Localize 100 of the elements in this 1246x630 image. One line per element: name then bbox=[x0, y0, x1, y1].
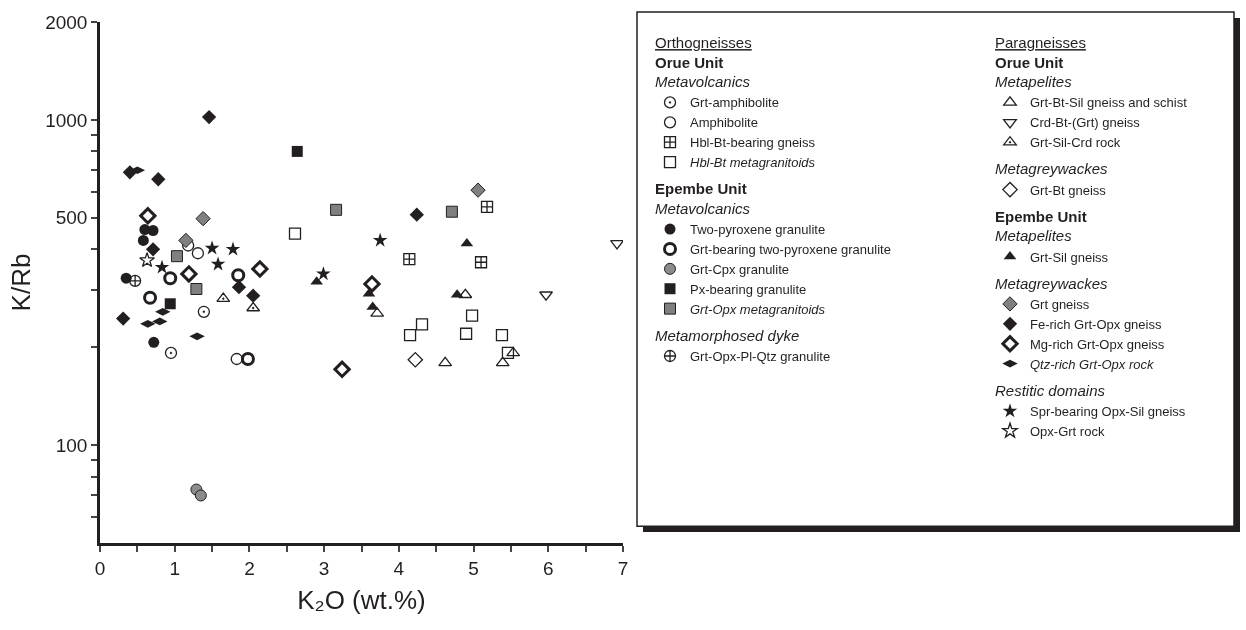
point bbox=[470, 182, 486, 198]
text: Metapelites bbox=[995, 73, 1073, 91]
text: Metamorphosed dyke bbox=[655, 326, 800, 344]
point bbox=[143, 290, 158, 305]
point bbox=[495, 356, 510, 367]
point bbox=[170, 250, 183, 263]
point bbox=[291, 145, 303, 157]
legend-label: Grt gneiss bbox=[1030, 296, 1090, 312]
text: Epembe Unit bbox=[655, 180, 747, 198]
x-tick-label: 6 bbox=[543, 557, 554, 579]
text: Paragneisses bbox=[995, 34, 1086, 52]
point bbox=[225, 241, 241, 256]
point bbox=[210, 256, 226, 271]
point bbox=[180, 265, 198, 283]
point bbox=[178, 232, 194, 249]
text: Orue Unit bbox=[995, 53, 1064, 71]
point bbox=[495, 328, 509, 342]
point bbox=[445, 205, 458, 218]
point bbox=[145, 242, 161, 257]
point bbox=[465, 309, 479, 322]
point bbox=[137, 234, 149, 246]
y-tick-label: 500 bbox=[55, 207, 88, 229]
point bbox=[480, 200, 494, 214]
text: Epembe Unit bbox=[995, 207, 1087, 225]
x-tick-label: 2 bbox=[244, 557, 255, 579]
x-axis-title: K₂O (wt.%) bbox=[297, 585, 426, 616]
point bbox=[204, 240, 220, 255]
point bbox=[403, 253, 416, 266]
legend-label: Grt-Sil-Crd rock bbox=[1030, 135, 1121, 151]
legend-label: Grt-Opx-Pl-Qtz granulite bbox=[690, 349, 831, 365]
point bbox=[128, 274, 142, 287]
point bbox=[151, 172, 166, 187]
text: Metavolcanics bbox=[655, 73, 751, 91]
point bbox=[147, 224, 159, 236]
text: Metapelites bbox=[995, 227, 1073, 245]
point bbox=[240, 351, 255, 366]
text: Metavolcanics bbox=[655, 199, 751, 217]
point bbox=[415, 318, 429, 331]
legend-label: Px-bearing granulite bbox=[690, 281, 807, 297]
point bbox=[163, 271, 178, 286]
text: Restitic domains bbox=[995, 381, 1106, 399]
point bbox=[288, 227, 302, 240]
y-tick-label: 2000 bbox=[45, 11, 88, 33]
point bbox=[197, 305, 210, 318]
legend-label: Grt-Bt gneiss bbox=[1030, 182, 1107, 198]
point bbox=[231, 279, 247, 295]
point bbox=[610, 240, 623, 250]
legend-label: Grt-Bt-Sil gneiss and schist bbox=[1030, 95, 1188, 111]
point bbox=[409, 207, 424, 222]
legend-label: Grt-Cpx granulite bbox=[690, 261, 789, 277]
point bbox=[201, 109, 217, 125]
point bbox=[164, 346, 178, 360]
point bbox=[330, 203, 343, 216]
point bbox=[363, 275, 381, 293]
point bbox=[154, 259, 170, 274]
point bbox=[459, 327, 473, 340]
point bbox=[474, 256, 488, 269]
point bbox=[139, 251, 156, 268]
text: Metagreywackes bbox=[995, 274, 1109, 292]
legend-label: Hbl-Bt metagranitoids bbox=[690, 155, 816, 171]
point bbox=[190, 283, 203, 295]
y-axis-title: K/Rb bbox=[5, 253, 36, 312]
legend-label: Grt-Opx metagranitoids bbox=[690, 301, 826, 317]
point bbox=[139, 207, 157, 225]
point bbox=[407, 351, 424, 368]
text: Orue Unit bbox=[655, 53, 724, 71]
legend-label: Qtz-rich Grt-Opx rock bbox=[1030, 356, 1156, 372]
point bbox=[316, 266, 331, 281]
x-tick-label: 3 bbox=[318, 557, 330, 579]
point bbox=[246, 288, 261, 303]
y-tick-label: 100 bbox=[55, 434, 88, 456]
point bbox=[372, 232, 388, 247]
legend-label: Crd-Bt-(Grt) gneiss bbox=[1030, 115, 1141, 131]
x-tick-label: 4 bbox=[393, 557, 405, 579]
point bbox=[148, 336, 160, 348]
point bbox=[460, 237, 474, 247]
legend-label: Opx-Grt rock bbox=[1030, 423, 1105, 439]
legend-label: Two-pyroxene granulite bbox=[690, 222, 826, 238]
legend-label: Grt-amphibolite bbox=[690, 95, 779, 111]
legend-label: Amphibolite bbox=[690, 115, 758, 131]
point bbox=[458, 288, 473, 299]
legend-label: Mg-rich Grt-Opx gneiss bbox=[1030, 336, 1165, 352]
legend-label: Spr-bearing Opx-Sil gneiss bbox=[1030, 404, 1186, 420]
point bbox=[403, 328, 417, 342]
point bbox=[195, 210, 211, 227]
point bbox=[164, 298, 176, 310]
legend-label: Hbl-Bt-bearing gneiss bbox=[690, 135, 816, 151]
legend-label: Grt-Sil gneiss bbox=[1030, 249, 1109, 265]
text: Orthogneisses bbox=[655, 34, 752, 52]
point bbox=[501, 346, 515, 360]
point bbox=[216, 292, 231, 303]
x-tick-label: 0 bbox=[94, 557, 106, 579]
legend-label: Fe-rich Grt-Opx gneiss bbox=[1030, 316, 1162, 332]
text: Metagreywackes bbox=[995, 160, 1109, 178]
x-tick-label: 7 bbox=[617, 557, 629, 579]
x-tick-label: 5 bbox=[468, 557, 479, 579]
legend-label: Grt-bearing two-pyroxene granulite bbox=[690, 241, 891, 257]
point bbox=[438, 356, 453, 367]
point bbox=[231, 268, 246, 283]
x-tick-label: 1 bbox=[169, 557, 180, 579]
